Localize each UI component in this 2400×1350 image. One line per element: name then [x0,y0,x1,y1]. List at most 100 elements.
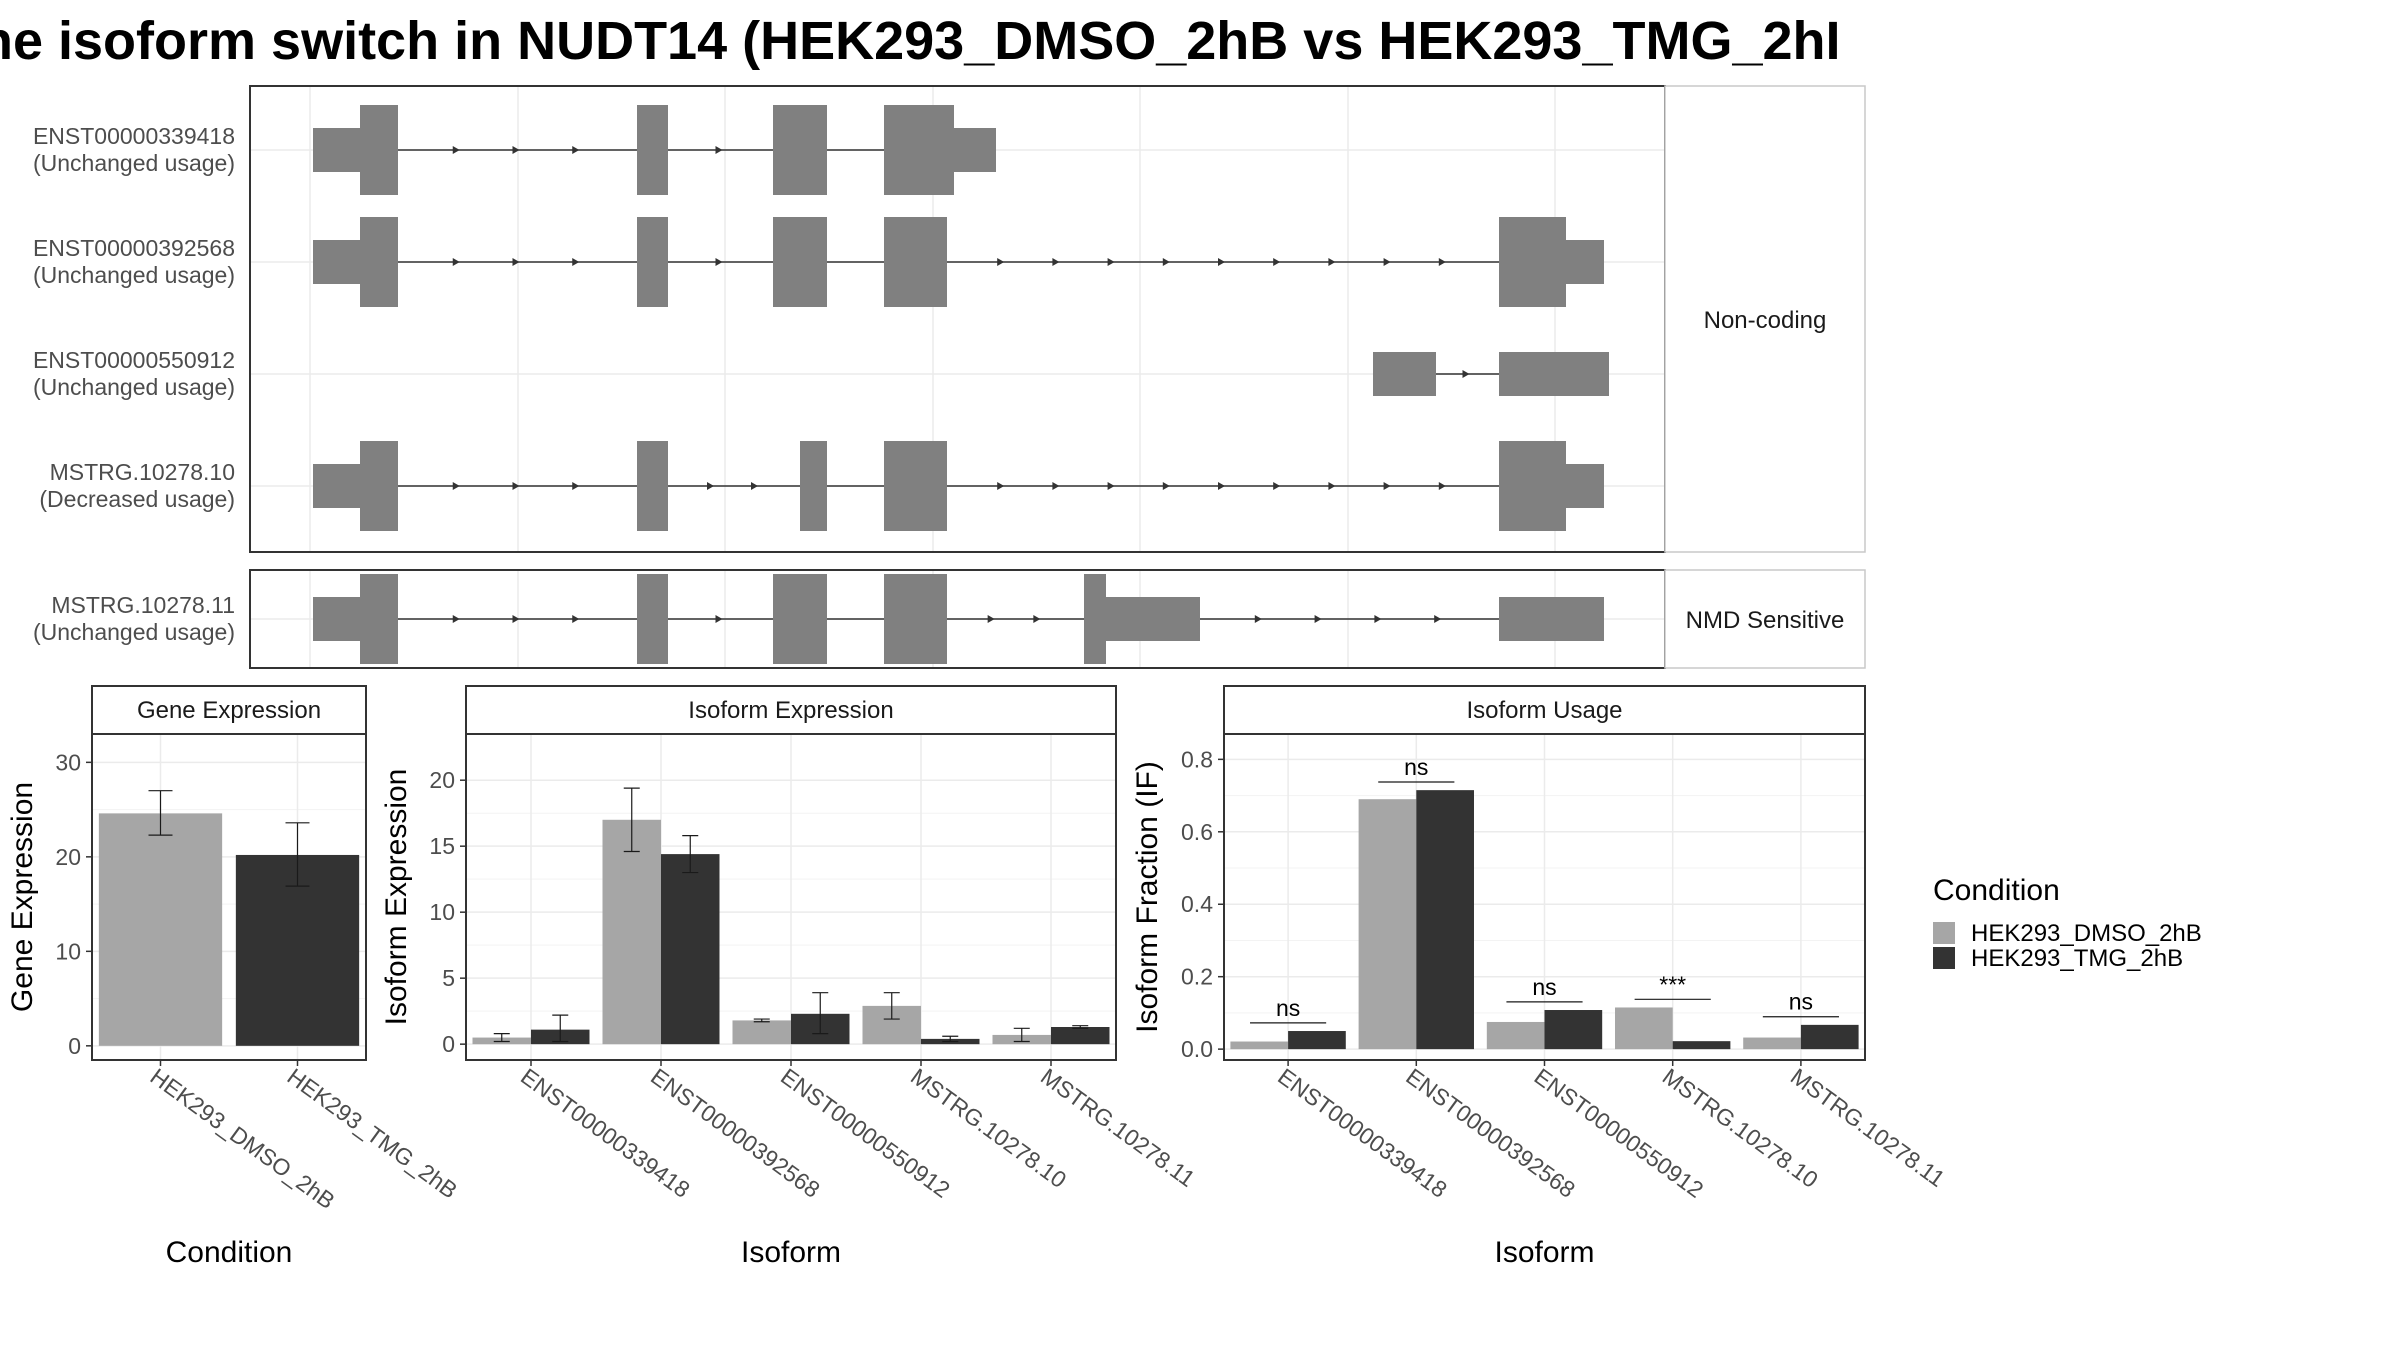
intron-arrow [1273,482,1281,490]
y-tick-label: 10 [429,899,455,925]
bar [98,813,223,1046]
intron-arrow [1374,615,1382,623]
facet-strip [1223,685,1866,735]
isoform-name-label: MSTRG.10278.11 [51,592,235,618]
facet-strip [91,685,367,735]
y-tick-label: 0 [68,1033,81,1059]
isoform-name-label: ENST00000392568 [33,235,235,261]
utr-exon [954,128,996,172]
group-strip [1664,85,1866,553]
intron-arrow [572,146,580,154]
bar [1051,1027,1110,1045]
isoform-name-label: MSTRG.10278.10 [50,459,235,485]
y-tick-label: 0.6 [1181,819,1213,845]
isoform-name-label: ENST00000550912 [33,347,235,373]
y-tick-label: 0.8 [1181,746,1213,772]
x-axis-title: Isoform [1494,1236,1594,1269]
cds-exon [884,217,947,307]
cds-exon [884,441,947,531]
isoform-usage-label: (Unchanged usage) [33,374,235,400]
y-axis-title: Isoform Fraction (IF) [1131,761,1164,1033]
intron-arrow [1462,370,1470,378]
y-tick-label: 15 [429,833,455,859]
group-label: NMD Sensitive [1686,607,1845,634]
bar [1358,799,1417,1050]
intron-arrow [1107,258,1115,266]
utr-exon [1566,464,1604,508]
cds-exon [1084,574,1106,664]
cds-exon [637,441,668,531]
intron-arrow [452,258,460,266]
intron-arrow [1383,258,1391,266]
bar [1615,1007,1673,1050]
significance-label: ns [1532,974,1556,1000]
y-tick-label: 5 [442,965,455,991]
intron-arrow [707,482,714,490]
cds-exon [800,441,827,531]
cds-exon [360,105,398,195]
bar [1544,1010,1603,1050]
intron-arrow [1162,482,1170,490]
intron-arrow [1314,615,1322,623]
cds-exon [360,441,398,531]
intron-arrow [751,482,758,490]
intron-arrow [572,258,580,266]
isoform-name-label: ENST00000339418 [33,123,235,149]
bar [1416,790,1474,1050]
intron-arrow [1328,258,1336,266]
intron-arrow [1033,615,1041,623]
group-strip [1664,569,1866,669]
intron-arrow [1438,258,1446,266]
figure-title: he isoform switch in NUDT14 (HEK293_DMSO… [0,11,1841,71]
legend-swatch [1933,922,1955,944]
intron-arrow [1383,482,1391,490]
y-tick-label: 20 [429,767,455,793]
bar [732,1020,791,1045]
intron-arrow [1218,258,1225,266]
intron-arrow [1328,482,1336,490]
cds-exon [637,105,668,195]
intron-arrow [715,258,723,266]
legend-title: Condition [1933,874,2060,907]
utr-exon [1373,352,1436,396]
significance-label: ns [1404,754,1428,780]
intron-arrow [1052,258,1060,266]
intron-arrow [987,615,995,623]
y-axis-title: Isoform Expression [380,769,413,1026]
intron-arrow [452,482,460,490]
utr-exon [1566,240,1604,284]
significance-label: ns [1789,989,1813,1015]
utr-exon [313,240,360,284]
intron-arrow [452,615,460,623]
bar [661,854,720,1045]
y-tick-label: 30 [55,749,81,775]
utr-exon [1499,352,1609,396]
intron-arrow [1254,615,1262,623]
isoform-usage-label: (Decreased usage) [39,486,235,512]
intron-arrow [715,615,723,623]
isoform-usage-label: (Unchanged usage) [33,150,235,176]
bar [235,854,360,1046]
x-axis-title: Isoform [741,1236,841,1269]
intron-arrow [997,258,1005,266]
bar [1230,1041,1289,1050]
y-tick-label: 10 [55,938,81,964]
y-axis-title: Gene Expression [6,782,39,1012]
x-axis-title: Condition [166,1236,293,1269]
y-tick-label: 0.2 [1181,964,1213,990]
group-label: Non-coding [1704,307,1827,334]
intron-arrow [1052,482,1060,490]
legend-label: HEK293_TMG_2hB [1971,945,2183,972]
cds-exon [360,574,398,664]
bar [1288,1031,1346,1050]
y-tick-label: 0.0 [1181,1036,1213,1062]
isoform-usage-label: (Unchanged usage) [33,619,235,645]
significance-label: ns [1276,995,1300,1021]
bar [1743,1037,1801,1050]
intron-arrow [572,615,580,623]
significance-label: *** [1659,971,1686,997]
y-tick-label: 0.4 [1181,891,1213,917]
facet-strip [465,685,1117,735]
bar [1486,1021,1545,1050]
